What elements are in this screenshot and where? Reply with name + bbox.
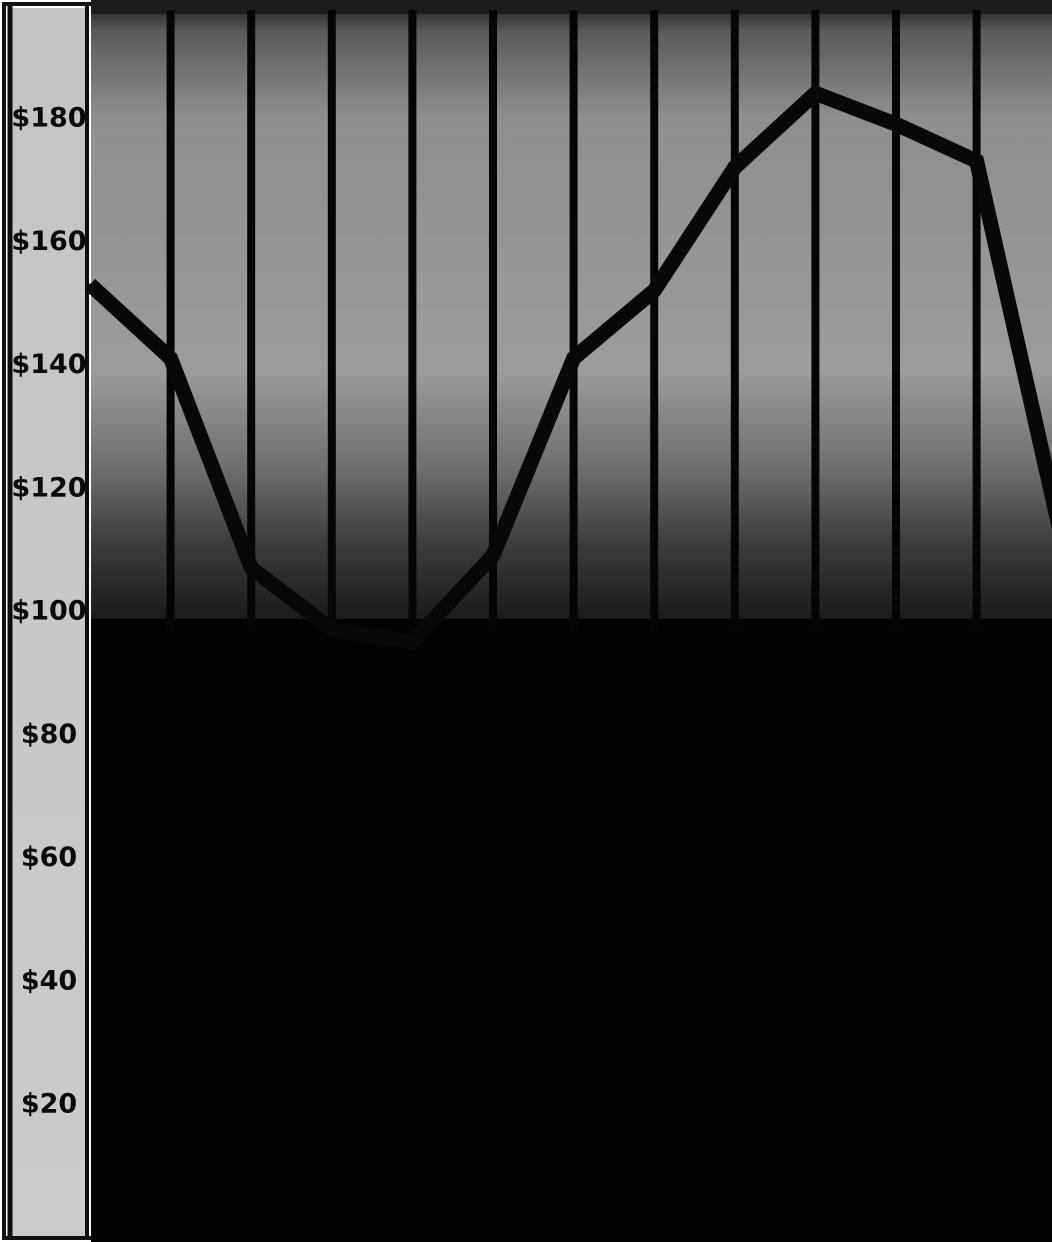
series-point	[975, 160, 978, 163]
series-point	[169, 357, 172, 360]
y-tick-label: $40	[21, 965, 77, 996]
series-point	[733, 166, 736, 169]
series-point	[653, 289, 656, 292]
series-point	[411, 640, 414, 643]
y-axis-strip	[12, 8, 86, 1236]
y-tick-label: $160	[11, 226, 86, 257]
y-tick-label: $100	[11, 596, 86, 627]
series-point	[814, 92, 817, 95]
y-tick-label: $80	[21, 719, 77, 750]
series-point	[330, 628, 333, 631]
y-tick-label: $20	[21, 1089, 77, 1120]
series-point	[250, 566, 253, 569]
series-point	[572, 357, 575, 360]
series-point	[89, 283, 91, 286]
y-tick-label: $120	[11, 472, 86, 503]
y-tick-label: $180	[11, 103, 86, 134]
series-point	[492, 554, 494, 557]
y-tick-label: $60	[21, 842, 77, 873]
y-tick-label: $140	[11, 349, 86, 380]
plot-area-lower	[91, 619, 1052, 1242]
series-point	[895, 123, 897, 126]
